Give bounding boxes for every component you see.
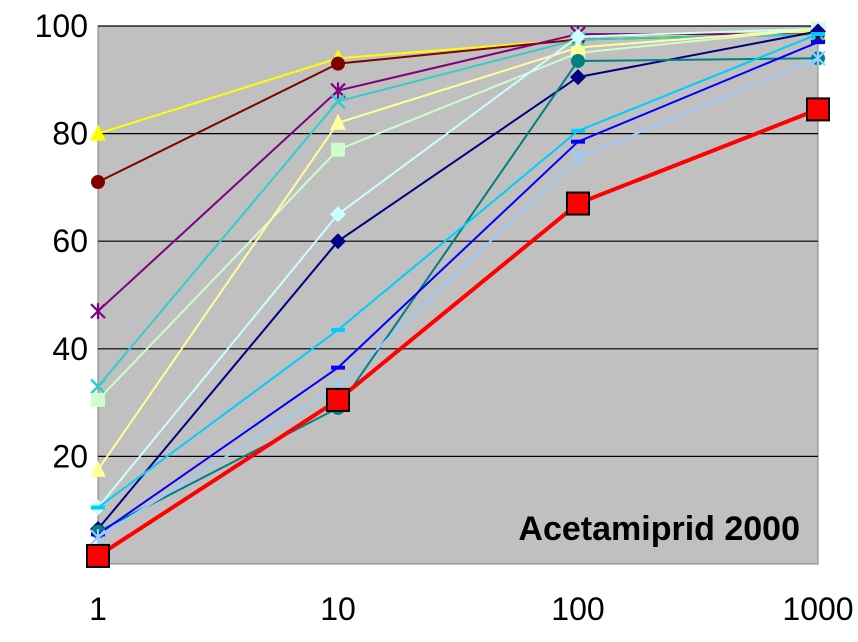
data-point bbox=[806, 97, 830, 122]
data-point bbox=[90, 124, 106, 141]
series-layer bbox=[86, 19, 830, 568]
data-point bbox=[811, 40, 825, 45]
chart-annotation: Acetamiprid 2000 bbox=[518, 510, 800, 548]
data-point bbox=[90, 529, 106, 546]
y-axis-ticks: 20 40 60 80 100 bbox=[35, 8, 88, 474]
data-point bbox=[90, 378, 106, 395]
data-point bbox=[566, 191, 590, 216]
data-point bbox=[571, 139, 585, 144]
data-point bbox=[570, 149, 586, 166]
gridlines bbox=[98, 25, 818, 457]
plot-area bbox=[97, 25, 819, 565]
data-point bbox=[331, 327, 345, 332]
x-tick-label: 1000 bbox=[782, 591, 853, 627]
x-tick-label: 100 bbox=[551, 591, 604, 627]
data-point bbox=[331, 142, 345, 157]
data-point bbox=[810, 50, 826, 67]
data-point bbox=[90, 303, 106, 320]
data-point bbox=[326, 387, 350, 412]
data-point bbox=[330, 113, 346, 130]
series-9 bbox=[91, 32, 825, 510]
series-line bbox=[96, 107, 819, 558]
data-point bbox=[86, 543, 110, 568]
series-line bbox=[97, 30, 819, 530]
data-point bbox=[570, 38, 586, 55]
data-point bbox=[91, 392, 105, 407]
series-line bbox=[97, 57, 819, 538]
series-12 bbox=[86, 97, 830, 568]
data-point bbox=[331, 365, 345, 370]
data-point bbox=[91, 505, 105, 510]
series-line bbox=[97, 30, 819, 135]
series-line bbox=[97, 33, 819, 509]
series-line bbox=[97, 57, 819, 533]
data-point bbox=[330, 233, 346, 250]
y-tick-label: 80 bbox=[52, 116, 88, 152]
data-point bbox=[810, 23, 826, 40]
data-point bbox=[570, 69, 586, 86]
y-tick-label: 40 bbox=[52, 331, 88, 367]
y-tick-label: 100 bbox=[35, 8, 88, 44]
series-line bbox=[97, 27, 819, 401]
series-line bbox=[97, 33, 819, 388]
x-tick-label: 1 bbox=[89, 591, 107, 627]
data-point bbox=[571, 53, 585, 68]
data-point bbox=[571, 128, 585, 133]
series-line bbox=[97, 27, 819, 471]
series-line bbox=[97, 27, 819, 509]
data-point bbox=[91, 175, 105, 190]
x-tick-label: 10 bbox=[320, 591, 356, 627]
data-point bbox=[331, 56, 345, 71]
y-tick-label: 20 bbox=[52, 438, 88, 474]
y-tick-label: 60 bbox=[52, 223, 88, 259]
data-point bbox=[90, 460, 106, 477]
x-axis-ticks: 1 10 100 1000 bbox=[89, 591, 853, 627]
data-point bbox=[330, 206, 346, 223]
data-point bbox=[811, 32, 825, 37]
series-line bbox=[97, 33, 818, 312]
data-point bbox=[570, 28, 586, 45]
data-point bbox=[330, 93, 346, 110]
series-line bbox=[97, 41, 819, 536]
